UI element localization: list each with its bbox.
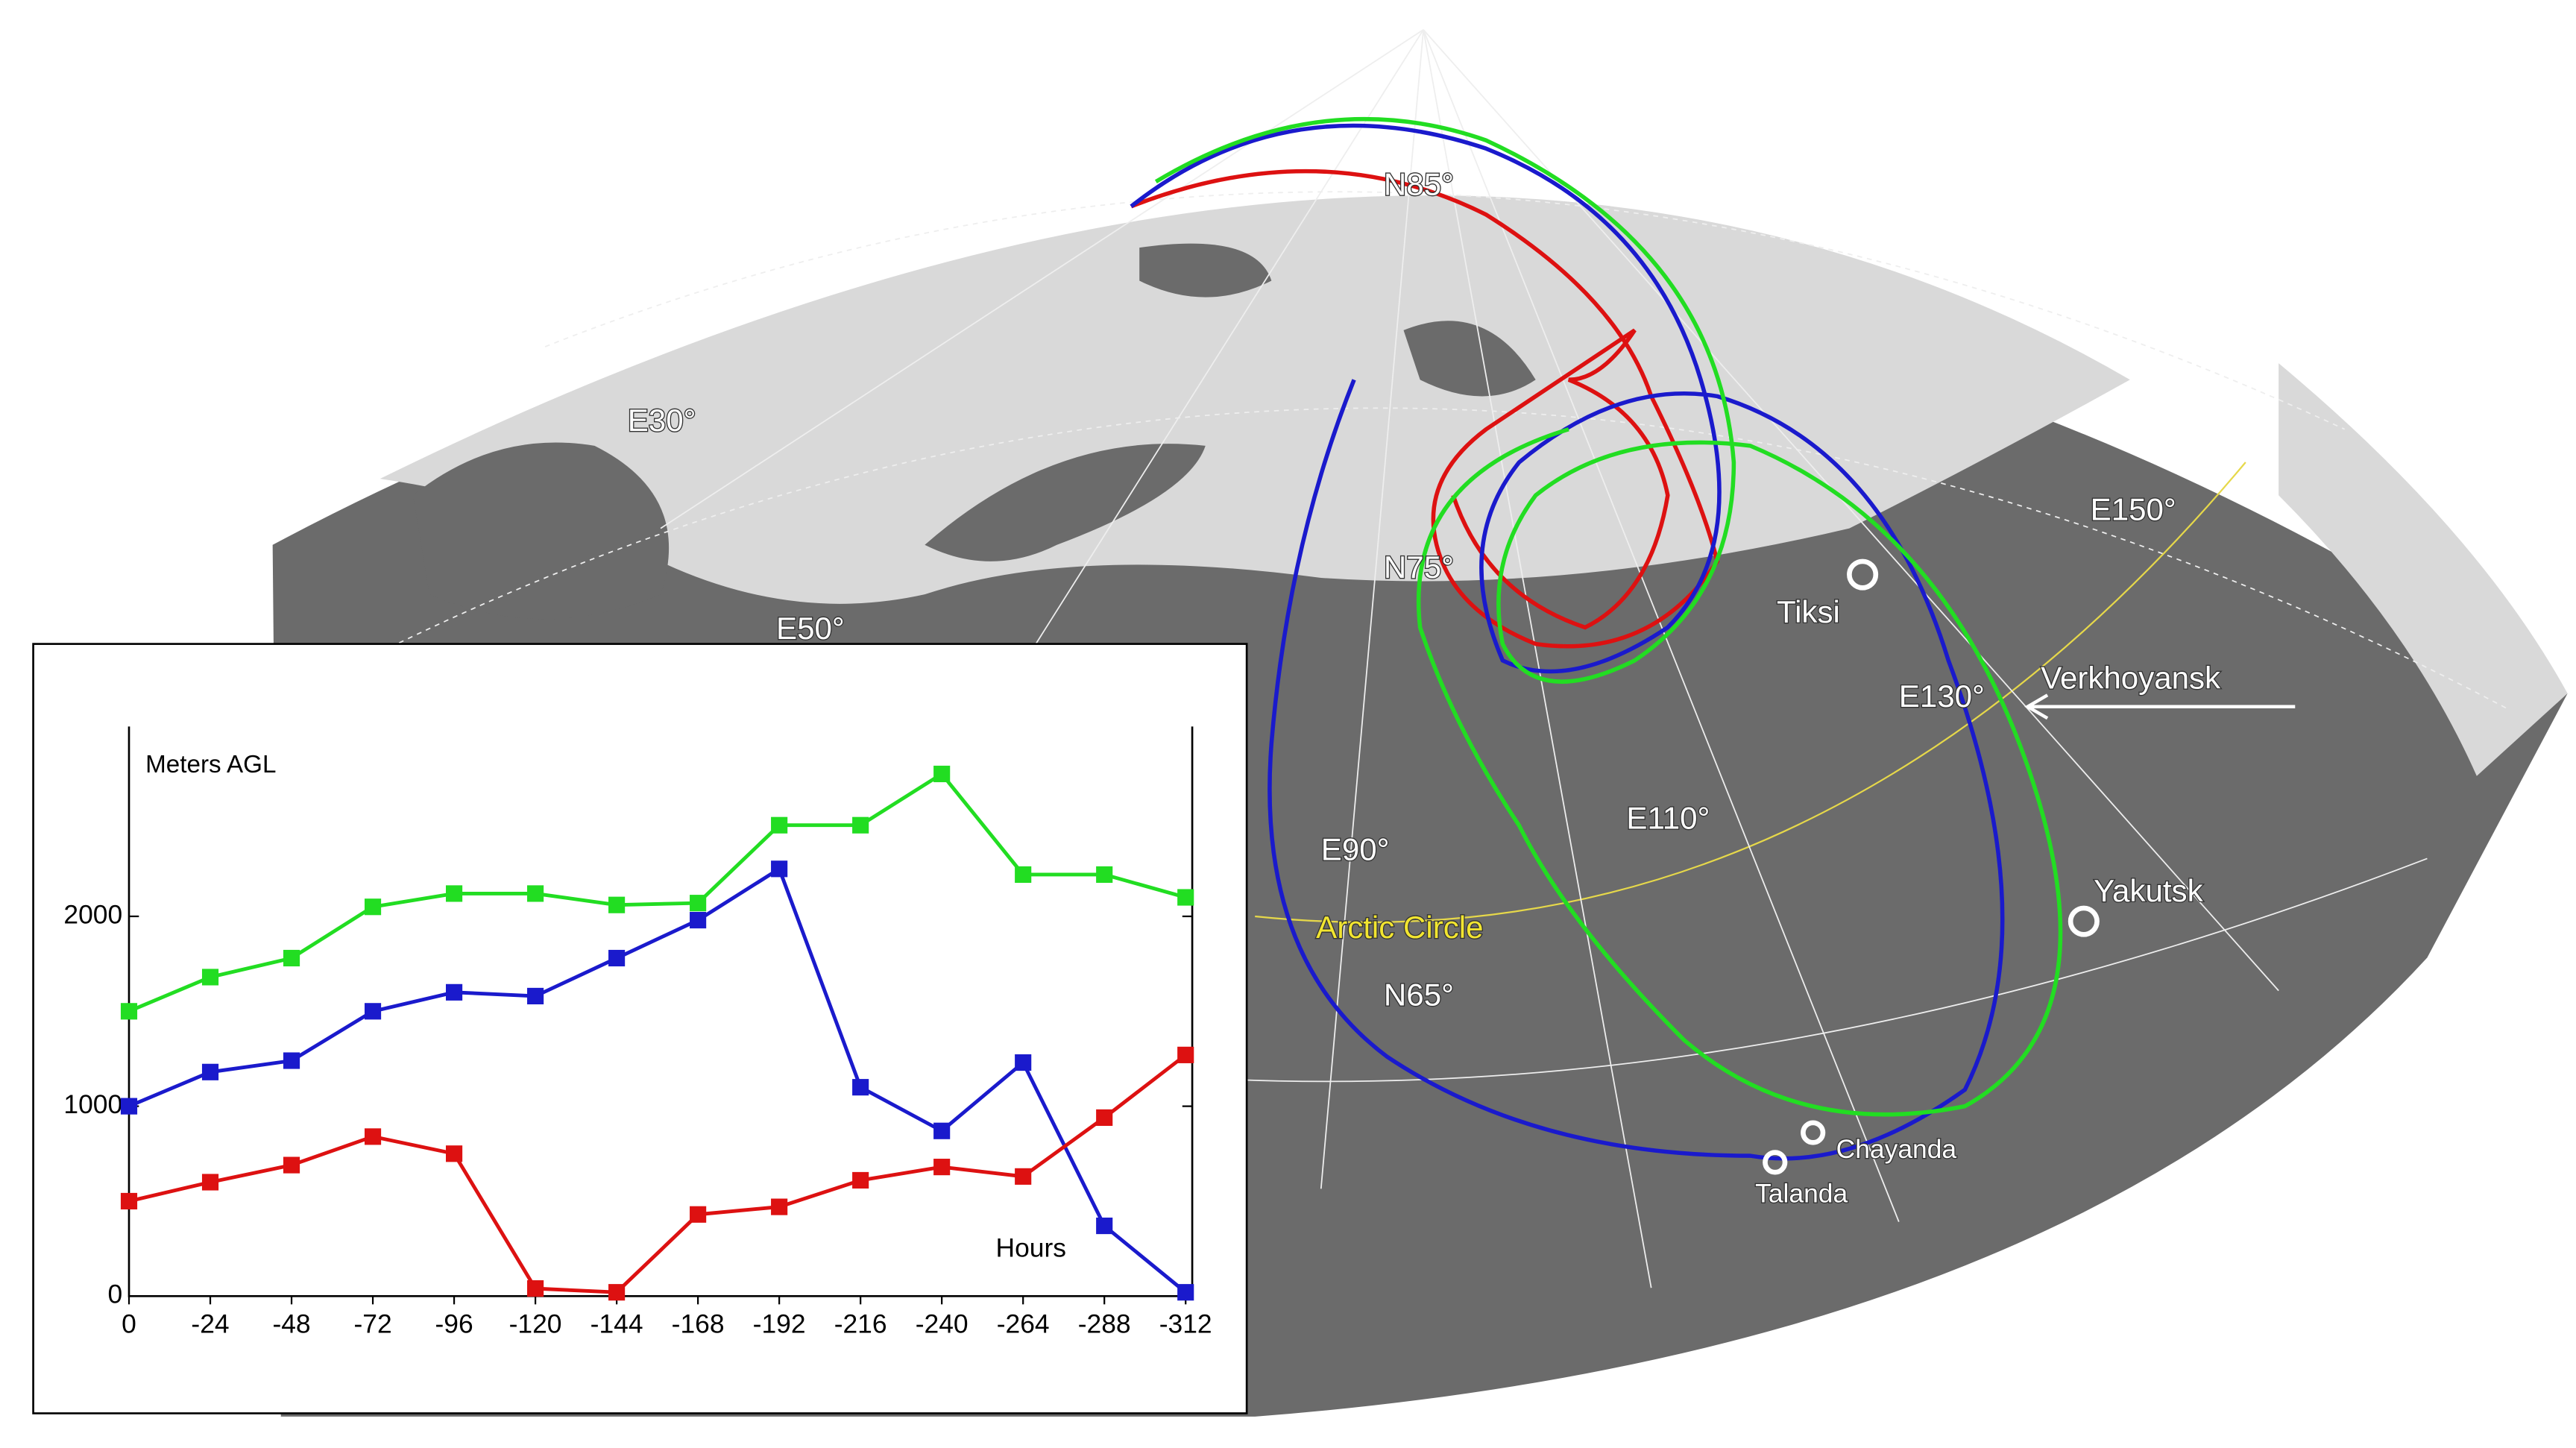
series-line <box>128 1053 1187 1294</box>
map-label: N85° <box>1384 166 1454 201</box>
series-marker <box>933 765 951 783</box>
series-marker <box>852 1079 869 1096</box>
map-land <box>412 442 670 620</box>
series-marker <box>364 1128 382 1145</box>
series-marker <box>1015 1054 1032 1071</box>
map-land <box>925 444 1206 561</box>
series-marker <box>527 987 544 1004</box>
map-label: E30° <box>628 403 696 438</box>
series-marker <box>364 1003 382 1020</box>
city-markers <box>1763 558 2100 1175</box>
map-land <box>1403 321 1536 397</box>
series-marker <box>690 1206 707 1223</box>
x-tick-label: -120 <box>509 1309 562 1338</box>
x-tick-label: -312 <box>1159 1309 1212 1338</box>
series-marker <box>283 1156 300 1174</box>
series-marker <box>364 898 382 916</box>
series-marker <box>446 885 463 902</box>
series-marker <box>120 1098 138 1115</box>
series-marker <box>283 949 300 967</box>
x-axis-label: Hours <box>996 1233 1066 1263</box>
series-marker <box>1096 1217 1113 1235</box>
series-marker <box>933 1122 951 1139</box>
series-marker <box>283 1052 300 1069</box>
map-label: N75° <box>1384 550 1454 585</box>
series-line <box>128 866 1187 1294</box>
x-tick-label: -144 <box>591 1309 643 1338</box>
city-label: Tiksi <box>1777 594 1840 629</box>
series-marker <box>1096 866 1113 884</box>
city-label: Yakutsk <box>2094 873 2203 908</box>
map-ocean <box>380 195 2130 604</box>
map-label: E110° <box>1626 801 1710 836</box>
series-marker <box>852 1171 869 1189</box>
series-marker <box>771 1198 788 1215</box>
series-marker <box>852 816 869 834</box>
x-tick-label: -192 <box>753 1309 806 1338</box>
x-tick-label: -72 <box>353 1309 391 1338</box>
series-marker <box>1177 1046 1194 1063</box>
series-marker <box>527 885 544 902</box>
x-tick-label: -216 <box>834 1309 887 1338</box>
map-label: Arctic Circle <box>1316 910 1483 945</box>
series-marker <box>1177 889 1194 906</box>
series-marker <box>690 895 707 912</box>
series-marker <box>446 983 463 1001</box>
map-land <box>1139 243 1272 298</box>
series-marker <box>1096 1109 1113 1126</box>
inset-chart: Meters AGL Hours 0 1000 2000 0 -24 -48 -72 -96 -… <box>32 643 1248 1414</box>
series-marker <box>527 1280 544 1297</box>
inset-frame <box>32 643 1248 1414</box>
map-label: E150° <box>2091 492 2176 527</box>
y-axis-label: Meters AGL <box>145 751 276 778</box>
series-marker <box>201 969 219 986</box>
series-marker <box>608 949 626 967</box>
series-marker <box>201 1174 219 1191</box>
x-tick-label: -168 <box>672 1309 725 1338</box>
series-marker <box>201 1063 219 1080</box>
series-marker <box>608 896 626 913</box>
series-marker <box>120 1192 138 1210</box>
y-tick-label: 1000 <box>63 1089 122 1119</box>
trajectories <box>1130 116 2063 1161</box>
series-marker <box>933 1159 951 1176</box>
series-marker <box>446 1145 463 1162</box>
series-marker <box>1177 1284 1194 1301</box>
series-marker <box>771 816 788 834</box>
series-marker <box>690 911 707 929</box>
city-label: Chayanda <box>1836 1134 1957 1164</box>
series-marker <box>1015 1168 1032 1185</box>
map-label: E130° <box>1899 679 1985 714</box>
x-tick-label: -288 <box>1078 1309 1131 1338</box>
map-label: E90° <box>1321 832 1390 867</box>
map-ocean <box>2279 363 2568 776</box>
y-tick-label: 0 <box>107 1279 122 1309</box>
map-label: N65° <box>1384 978 1454 1013</box>
y-tick-label: 2000 <box>63 899 122 929</box>
x-tick-label: -48 <box>272 1309 310 1338</box>
series-marker <box>608 1284 626 1301</box>
x-tick-label: -264 <box>997 1309 1050 1338</box>
city-label: Talanda <box>1755 1179 1848 1209</box>
series-marker <box>120 1003 138 1020</box>
series-line <box>128 771 1186 1013</box>
x-tick-label: -24 <box>191 1309 229 1338</box>
x-tick-label: 0 <box>122 1309 136 1338</box>
series-marker <box>1015 866 1032 884</box>
x-tick-label: -96 <box>435 1309 473 1338</box>
arctic-circle-line <box>1255 462 2246 923</box>
verkhoyansk-arrow <box>2024 693 2296 720</box>
map-label: E50° <box>776 611 845 646</box>
series-marker <box>771 860 788 878</box>
city-label: Verkhoyansk <box>2041 660 2221 695</box>
x-tick-label: -240 <box>916 1309 969 1338</box>
